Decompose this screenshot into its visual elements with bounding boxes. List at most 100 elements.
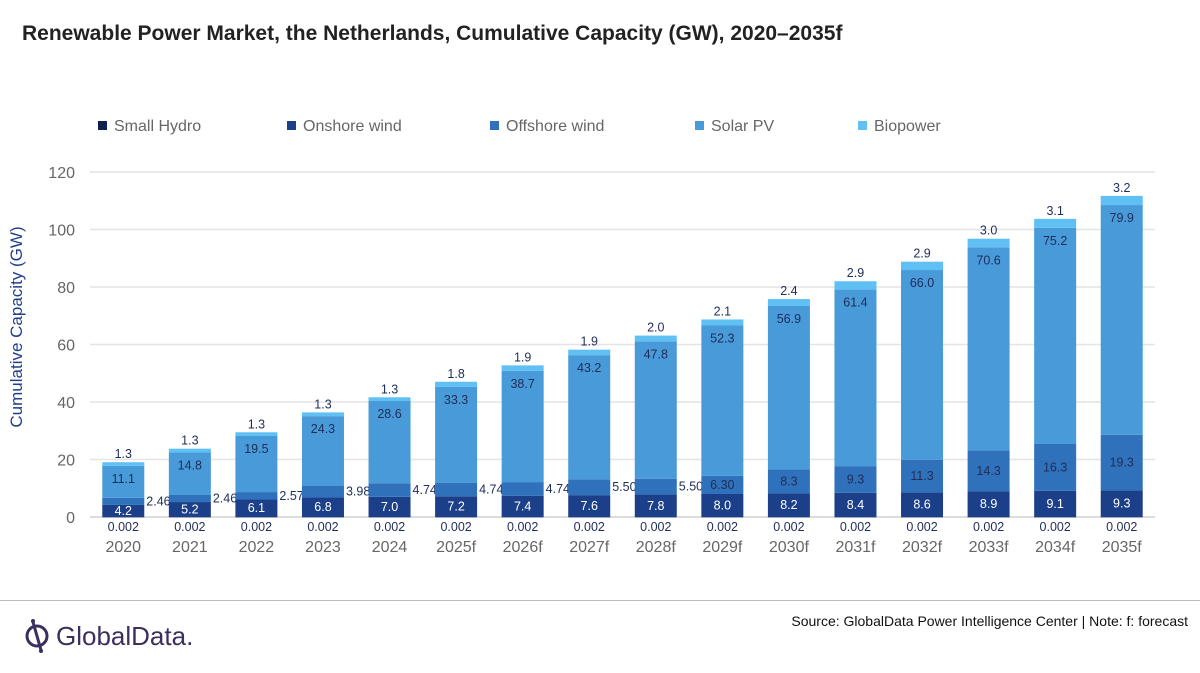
data-label: 0.002 [1106,520,1137,534]
data-label: 38.7 [510,377,534,391]
data-label: 0.002 [640,520,671,534]
x-tick-label: 2027f [569,539,610,556]
bar-segment-biopower [1100,195,1143,206]
bar-segment-solar-pv [901,270,944,460]
bar-segment-offshore-wind [435,482,478,497]
legend-entry: Onshore wind [303,118,402,135]
data-label: 8.9 [980,497,997,511]
bar-segment-offshore-wind [102,497,145,505]
bar-segment-onshore-wind [301,497,344,517]
x-tick-label: 2021 [172,539,208,556]
bar-segment-solar-pv [168,452,211,495]
bar-segment-solar-pv [368,401,411,484]
legend-entry: Small Hydro [114,118,201,135]
bar-segment-biopower [168,448,211,453]
bar-segment-onshore-wind [1034,490,1077,517]
data-label: 2.57 [279,489,303,503]
bar-segment-offshore-wind [634,478,677,495]
data-label: 1.9 [581,335,598,349]
bar-segment-onshore-wind [767,493,810,517]
data-label: 4.2 [115,504,132,518]
bar-segment-solar-pv [834,289,877,467]
bar-segment-solar-pv [568,355,611,480]
bar-segment-solar-pv [235,436,278,493]
y-tick-label: 40 [57,395,75,412]
data-label: 56.9 [777,312,801,326]
data-label: 3.98 [346,485,370,499]
bar-segment-solar-pv [1100,205,1143,435]
bar-segment-offshore-wind [235,492,278,500]
data-label: 0.002 [973,520,1004,534]
data-label: 7.6 [581,499,598,513]
bar-segment-solar-pv [634,341,677,479]
bar-segment-biopower [301,412,344,417]
bars: 0.002 4.2 2.46 11.1 1.3 0.002 5.2 2.46 14.8 1.3 0.… [102,181,1143,534]
data-label: 6.1 [248,501,265,515]
data-label: 28.6 [377,407,401,421]
bar-segment-biopower [568,349,611,356]
bar-segment-biopower [901,261,944,271]
x-tick-label: 2026f [503,539,544,556]
x-tick-label: 2024 [372,539,408,556]
data-label: 1.3 [314,397,331,411]
data-label: 3.2 [1113,181,1130,195]
x-tick-label: 2028f [636,539,677,556]
y-tick-label: 60 [57,338,75,355]
legend-entry: Solar PV [711,118,774,135]
y-tick-label: 20 [57,453,75,470]
data-label: 75.2 [1043,234,1067,248]
data-label: 8.2 [780,498,797,512]
data-label: 47.8 [644,347,668,361]
logo-text: GlobalData. [56,620,194,651]
x-tick-label: 2034f [1035,539,1076,556]
data-label: 1.3 [115,447,132,461]
bar-segment-biopower [834,281,877,290]
data-label: 19.5 [244,442,268,456]
bar-segment-onshore-wind [901,492,944,517]
bar-segment-offshore-wind [901,459,944,493]
data-label: 52.3 [710,332,734,346]
bar-segment-biopower [1034,218,1077,228]
y-axis-label: Cumulative Capacity (GW) [7,226,26,427]
data-label: 16.3 [1043,460,1067,474]
data-label: 7.2 [447,500,464,514]
data-label: 2.9 [913,247,930,261]
bar-segment-onshore-wind [701,493,744,517]
data-label: 66.0 [910,276,934,290]
bar-segment-offshore-wind [767,469,810,494]
data-label: 6.8 [314,500,331,514]
source-note: Source: GlobalData Power Intelligence Ce… [791,613,1188,629]
data-label: 8.4 [847,498,864,512]
bar-segment-offshore-wind [834,466,877,493]
data-label: 5.50 [612,480,636,494]
data-label: 0.002 [574,520,605,534]
x-tick-label: 2020 [105,539,141,556]
bar-segment-offshore-wind [501,482,544,496]
data-label: 4.74 [479,482,503,496]
data-label: 0.002 [307,520,338,534]
data-label: 3.0 [980,224,997,238]
chart-title: Renewable Power Market, the Netherlands,… [22,22,843,45]
data-label: 1.8 [447,367,464,381]
bar-segment-offshore-wind [168,494,211,503]
bar-segment-solar-pv [102,465,145,498]
bar-segment-onshore-wind [102,504,145,517]
legend-entry: Biopower [874,118,941,135]
data-label: 9.3 [847,472,864,486]
data-label: 2.46 [146,494,170,508]
bar-segment-offshore-wind [701,475,744,494]
data-label: 2.4 [780,284,797,298]
data-label: 70.6 [976,253,1000,267]
bar-segment-offshore-wind [301,486,344,498]
x-tick-label: 2031f [835,539,876,556]
bar-segment-biopower [967,238,1010,248]
x-tick-label: 2030f [769,539,810,556]
bar-segment-solar-pv [301,416,344,487]
y-tick-label: 120 [48,165,75,182]
data-label: 7.8 [647,499,664,513]
data-label: 2.0 [647,321,664,335]
legend-swatch [490,121,499,130]
footer-divider [0,600,1200,601]
bar-segment-biopower [701,319,744,326]
data-label: 3.1 [1046,204,1063,218]
